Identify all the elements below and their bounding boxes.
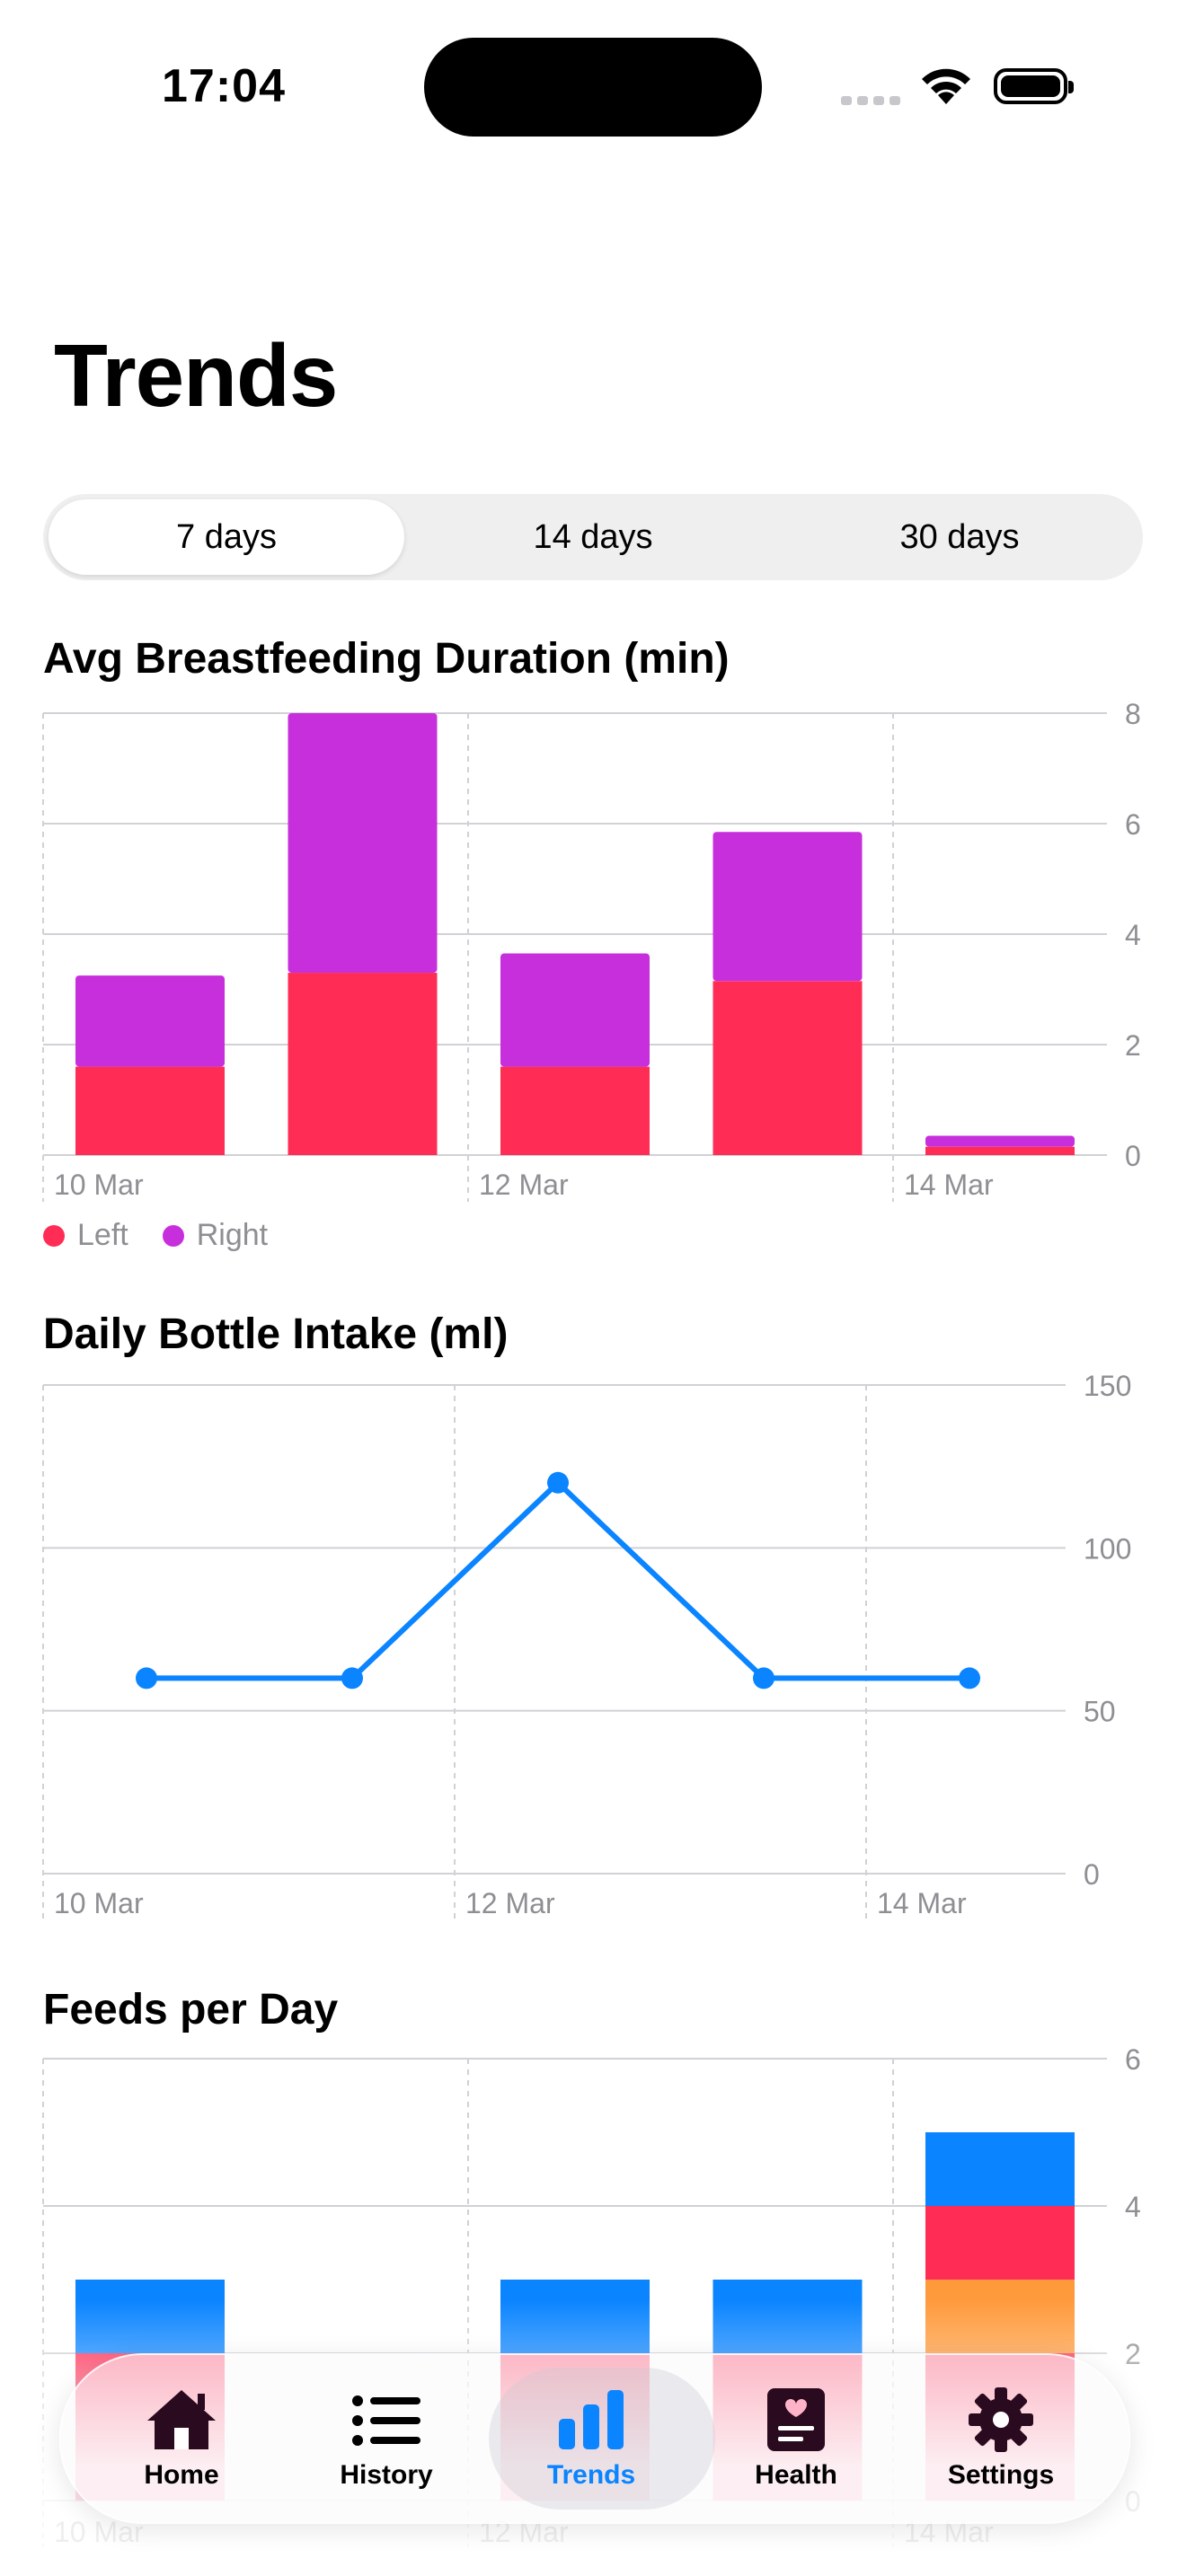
- page-title: Trends: [54, 326, 338, 425]
- bar-left-2: [500, 1066, 650, 1155]
- y-tick-label-3: 6: [1125, 2043, 1141, 2076]
- bottle-point-0: [136, 1667, 157, 1689]
- feeds-per-day-chart-title: Feeds per Day: [43, 1986, 339, 2033]
- list-icon: [352, 2395, 420, 2446]
- range-option-14-days[interactable]: 14 days: [533, 517, 653, 556]
- breastfeeding-chart-title: Avg Breastfeeding Duration (min): [43, 635, 730, 683]
- y-tick-label-4: 8: [1125, 698, 1141, 730]
- bar-left-1: [288, 973, 438, 1155]
- bottle-point-1: [341, 1667, 363, 1689]
- tab-home-label: Home: [144, 2460, 219, 2490]
- range-option-7-days[interactable]: 7 days: [49, 499, 404, 575]
- bar-right-3: [712, 832, 863, 982]
- bottle-intake-line: [146, 1479, 969, 1681]
- bottle-intake-chart-title: Daily Bottle Intake (ml): [43, 1310, 509, 1358]
- health-record-icon: [767, 2388, 825, 2451]
- tab-trends[interactable]: Trends: [485, 2355, 715, 2522]
- y-tick-label-2: 4: [1125, 919, 1141, 951]
- tab-bar: Home History Trends Health: [59, 2353, 1130, 2524]
- bottle-point-4: [959, 1667, 980, 1689]
- range-option-30-days[interactable]: 30 days: [899, 517, 1020, 556]
- legend-left-label: Left: [77, 1218, 128, 1252]
- bar-left-0: [75, 1066, 225, 1155]
- chart-icon: [559, 2390, 624, 2449]
- x-tick-label-0: 10 Mar: [54, 1887, 144, 1919]
- y-tick-label-3: 150: [1084, 1370, 1131, 1402]
- y-tick-label-0: 0: [1125, 1140, 1141, 1172]
- legend-item-left: Left: [43, 1218, 128, 1253]
- cellular-signal-icon: [841, 93, 906, 110]
- legend-right-swatch: [162, 1224, 184, 1247]
- battery-icon: [994, 68, 1074, 104]
- x-tick-label-0: 10 Mar: [54, 1169, 144, 1201]
- tab-history[interactable]: History: [280, 2355, 492, 2522]
- legend-item-right: Right: [162, 1218, 269, 1253]
- tab-trends-label: Trends: [546, 2460, 636, 2490]
- bar-left-3: [712, 981, 863, 1155]
- bar-left-4: [925, 1146, 1075, 1155]
- tab-settings-label: Settings: [947, 2460, 1055, 2490]
- legend-left-swatch: [43, 1224, 65, 1247]
- x-tick-label-1: 12 Mar: [465, 1887, 555, 1919]
- dynamic-island: [424, 38, 762, 137]
- x-tick-label-2: 14 Mar: [877, 1887, 967, 1919]
- y-tick-label-1: 50: [1084, 1696, 1116, 1728]
- bar-right-0: [75, 975, 225, 1067]
- y-tick-label-1: 2: [1125, 1029, 1141, 1062]
- y-tick-label-3: 6: [1125, 808, 1141, 841]
- tab-health[interactable]: Health: [690, 2355, 902, 2522]
- range-segmented-control: 7 days 14 days 30 days: [43, 494, 1143, 580]
- tab-home[interactable]: Home: [75, 2355, 288, 2522]
- y-tick-label-2: 4: [1125, 2191, 1141, 2223]
- bar-right-1: [288, 713, 438, 974]
- bar-right-4: [925, 1135, 1075, 1147]
- breastfeeding-legend: Left Right: [43, 1218, 302, 1253]
- feeds-bar-4-seg-3: [925, 2132, 1075, 2206]
- status-time: 17:04: [162, 60, 286, 112]
- bar-right-2: [500, 953, 650, 1067]
- bottle-point-3: [753, 1667, 774, 1689]
- wifi-icon: [918, 65, 974, 110]
- tab-settings[interactable]: Settings: [895, 2355, 1107, 2522]
- tab-history-label: History: [340, 2460, 433, 2490]
- gear-icon: [969, 2387, 1033, 2452]
- legend-right-label: Right: [196, 1218, 269, 1252]
- bottle-point-2: [547, 1471, 569, 1494]
- bottle-intake-chart: 0 50 100 150 10 Mar 12 Mar 14 Mar: [42, 1370, 1131, 1920]
- house-icon: [147, 2390, 216, 2449]
- y-tick-label-2: 100: [1084, 1532, 1131, 1565]
- feeds-bar-4-seg-2: [925, 2206, 1075, 2280]
- tab-health-label: Health: [755, 2460, 837, 2490]
- x-tick-label-2: 14 Mar: [904, 1169, 994, 1201]
- x-tick-label-1: 12 Mar: [479, 1169, 569, 1201]
- y-tick-label-0: 0: [1084, 1858, 1100, 1891]
- breastfeeding-duration-chart: 0 2 4 6 8 10 Mar 12 Mar 14 Mar: [42, 698, 1141, 1202]
